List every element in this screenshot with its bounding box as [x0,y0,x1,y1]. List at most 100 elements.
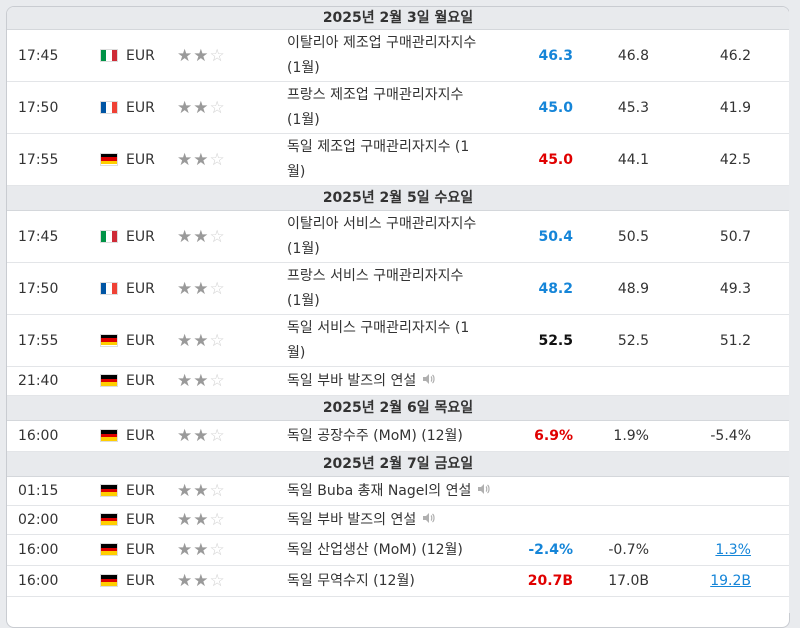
date-header: 2025년 2월 3일 월요일 [7,7,789,30]
event-name-line: 이탈리아 서비스 구매관리자지수 [287,215,477,232]
star-filled-icon: ★ [193,97,210,118]
actual-value: 6.9% [534,428,573,444]
event-row[interactable]: 02:00 EUR ★ ★ ☆ 독일 부바 발즈의 연설 [7,506,789,535]
event-name[interactable]: 이탈리아 서비스 구매관리자지수 (1월) [287,211,517,262]
event-time: 16:00 [18,573,59,589]
event-currency: EUR [126,512,155,528]
importance-stars: ★ ★ ☆ [177,315,226,366]
actual-value: 45.0 [538,151,573,168]
event-name-text: 프랑스 제조업 구매관리자지수 (1월) [287,83,463,133]
event-name[interactable]: 독일 제조업 구매관리자지수 (1 월) [287,134,517,185]
event-row[interactable]: 17:45 EUR ★ ★ ☆ 이탈리아 제조업 구매관리자지수 (1월) 46.3 46.8 4… [7,30,789,82]
importance-stars: ★ ★ ☆ [177,421,226,451]
germany-flag [100,429,118,442]
importance-stars: ★ ★ ☆ [177,134,226,185]
flag-stripe [101,485,117,489]
event-name[interactable]: 독일 서비스 구매관리자지수 (1 월) [287,315,517,366]
event-row[interactable]: 17:50 EUR ★ ★ ☆ 프랑스 제조업 구매관리자지수 (1월) 45.0 45.3 41… [7,82,789,134]
forecast-value: 1.9% [613,428,649,444]
star-filled-icon: ★ [193,481,210,501]
date-header: 2025년 2월 6일 목요일 [7,396,789,421]
event-row[interactable]: 21:40 EUR ★ ★ ☆ 독일 부바 발즈의 연설 [7,367,789,396]
event-row[interactable]: 16:00 EUR ★ ★ ☆ 독일 공장수주 (MoM) (12월) 6.9% 1.9% -5… [7,421,789,452]
actual-value: 46.3 [538,47,573,64]
star-empty-icon: ☆ [209,226,226,247]
previous-revised-link[interactable]: 1.3% [715,542,751,558]
event-name[interactable]: 프랑스 제조업 구매관리자지수 (1월) [287,82,517,133]
flag-stripe [106,230,112,242]
flag-stripe [101,575,117,579]
event-currency: EUR [126,151,155,168]
star-filled-icon: ★ [177,510,194,530]
previous-value: 46.2 [720,30,751,81]
event-name-line: 독일 Buba 총재 Nagel의 연설 [287,483,472,499]
previous-value: 51.2 [720,315,751,366]
flag-stripe [101,430,117,434]
event-row[interactable]: 17:45 EUR ★ ★ ☆ 이탈리아 서비스 구매관리자지수 (1월) 50.4 50.5 5… [7,211,789,263]
event-name[interactable]: 독일 부바 발즈의 연설 [287,367,517,395]
star-empty-icon: ☆ [209,510,226,530]
event-time: 17:55 [18,332,59,349]
forecast-value: 46.8 [617,47,649,64]
previous-value[interactable]: 19.2B [710,566,751,596]
star-filled-icon: ★ [177,330,194,351]
previous-value-text: 51.2 [719,332,751,349]
importance-stars: ★ ★ ☆ [177,535,226,565]
event-name[interactable]: 독일 무역수지 (12월) [287,566,517,596]
event-currency: EUR [126,428,155,444]
event-name[interactable]: 프랑스 서비스 구매관리자지수 (1월) [287,263,517,314]
forecast-value: -0.7% [608,542,649,558]
event-row[interactable]: 17:50 EUR ★ ★ ☆ 프랑스 서비스 구매관리자지수 (1월) 48.2 48.9 49… [7,263,789,315]
event-currency: EUR [126,573,155,589]
flag-stripe [101,517,117,522]
flag-stripe [111,230,117,242]
event-time: 17:55 [18,151,59,168]
germany-flag [100,513,118,526]
event-name[interactable]: 독일 산업생산 (MoM) (12월) [287,535,517,565]
previous-value: 41.9 [720,82,751,133]
actual-value: 45.0 [538,99,573,116]
italy-flag [100,48,118,62]
star-empty-icon: ☆ [209,330,226,351]
flag-stripe [101,338,117,342]
star-filled-icon: ★ [177,278,194,299]
page-scrollbar-track[interactable] [789,0,800,613]
event-name[interactable]: 독일 부바 발즈의 연설 [287,506,517,534]
economic-calendar-panel: 2025년 2월 3일 월요일 17:45 EUR ★ ★ ☆ 이탈리아 제조업 구매관리자… [6,6,790,628]
flag-stripe [101,551,117,555]
star-empty-icon: ☆ [209,426,226,446]
forecast-value: 17.0B [608,573,649,589]
event-row[interactable]: 01:15 EUR ★ ★ ☆ 독일 Buba 총재 Nagel의 연설 [7,477,789,506]
event-name[interactable]: 독일 공장수주 (MoM) (12월) [287,421,517,451]
event-currency: EUR [126,280,155,297]
flag-stripe [101,382,117,386]
event-row[interactable]: 16:00 EUR ★ ★ ☆ 독일 산업생산 (MoM) (12월) -2.4% -0.7%… [7,535,789,566]
germany-flag [100,374,118,387]
event-name-text: 독일 서비스 구매관리자지수 (1 월) [287,316,469,366]
star-filled-icon: ★ [193,510,210,530]
event-name[interactable]: 독일 Buba 총재 Nagel의 연설 [287,477,517,505]
flag-stripe [101,101,107,113]
star-filled-icon: ★ [177,571,194,591]
previous-revised-link[interactable]: 19.2B [710,573,751,589]
flag-stripe [101,375,117,379]
event-row[interactable]: 16:00 EUR ★ ★ ☆ 독일 무역수지 (12월) 20.7B 17.0B 19.2B [7,566,789,597]
date-header: 2025년 2월 7일 금요일 [7,452,789,477]
event-name[interactable]: 이탈리아 제조업 구매관리자지수 (1월) [287,30,517,81]
event-row[interactable]: 17:55 EUR ★ ★ ☆ 독일 제조업 구매관리자지수 (1 월) 45.0 44.1 42… [7,134,789,186]
importance-stars: ★ ★ ☆ [177,211,226,262]
flag-stripe [101,160,117,165]
event-row[interactable]: 17:55 EUR ★ ★ ☆ 독일 서비스 구매관리자지수 (1 월) 52.5 52.5 51… [7,315,789,367]
previous-value: 50.7 [720,211,751,262]
flag-stripe [111,101,117,113]
actual-value: 48.2 [538,280,573,297]
previous-value[interactable]: 1.3% [715,535,751,565]
event-time: 17:45 [18,228,59,245]
importance-stars: ★ ★ ☆ [177,477,226,505]
previous-value: -5.4% [710,421,751,451]
importance-stars: ★ ★ ☆ [177,367,226,395]
event-name-line: (1월) [287,240,320,257]
star-filled-icon: ★ [177,226,194,247]
germany-flag [100,574,118,587]
forecast-value: 44.1 [617,151,649,168]
